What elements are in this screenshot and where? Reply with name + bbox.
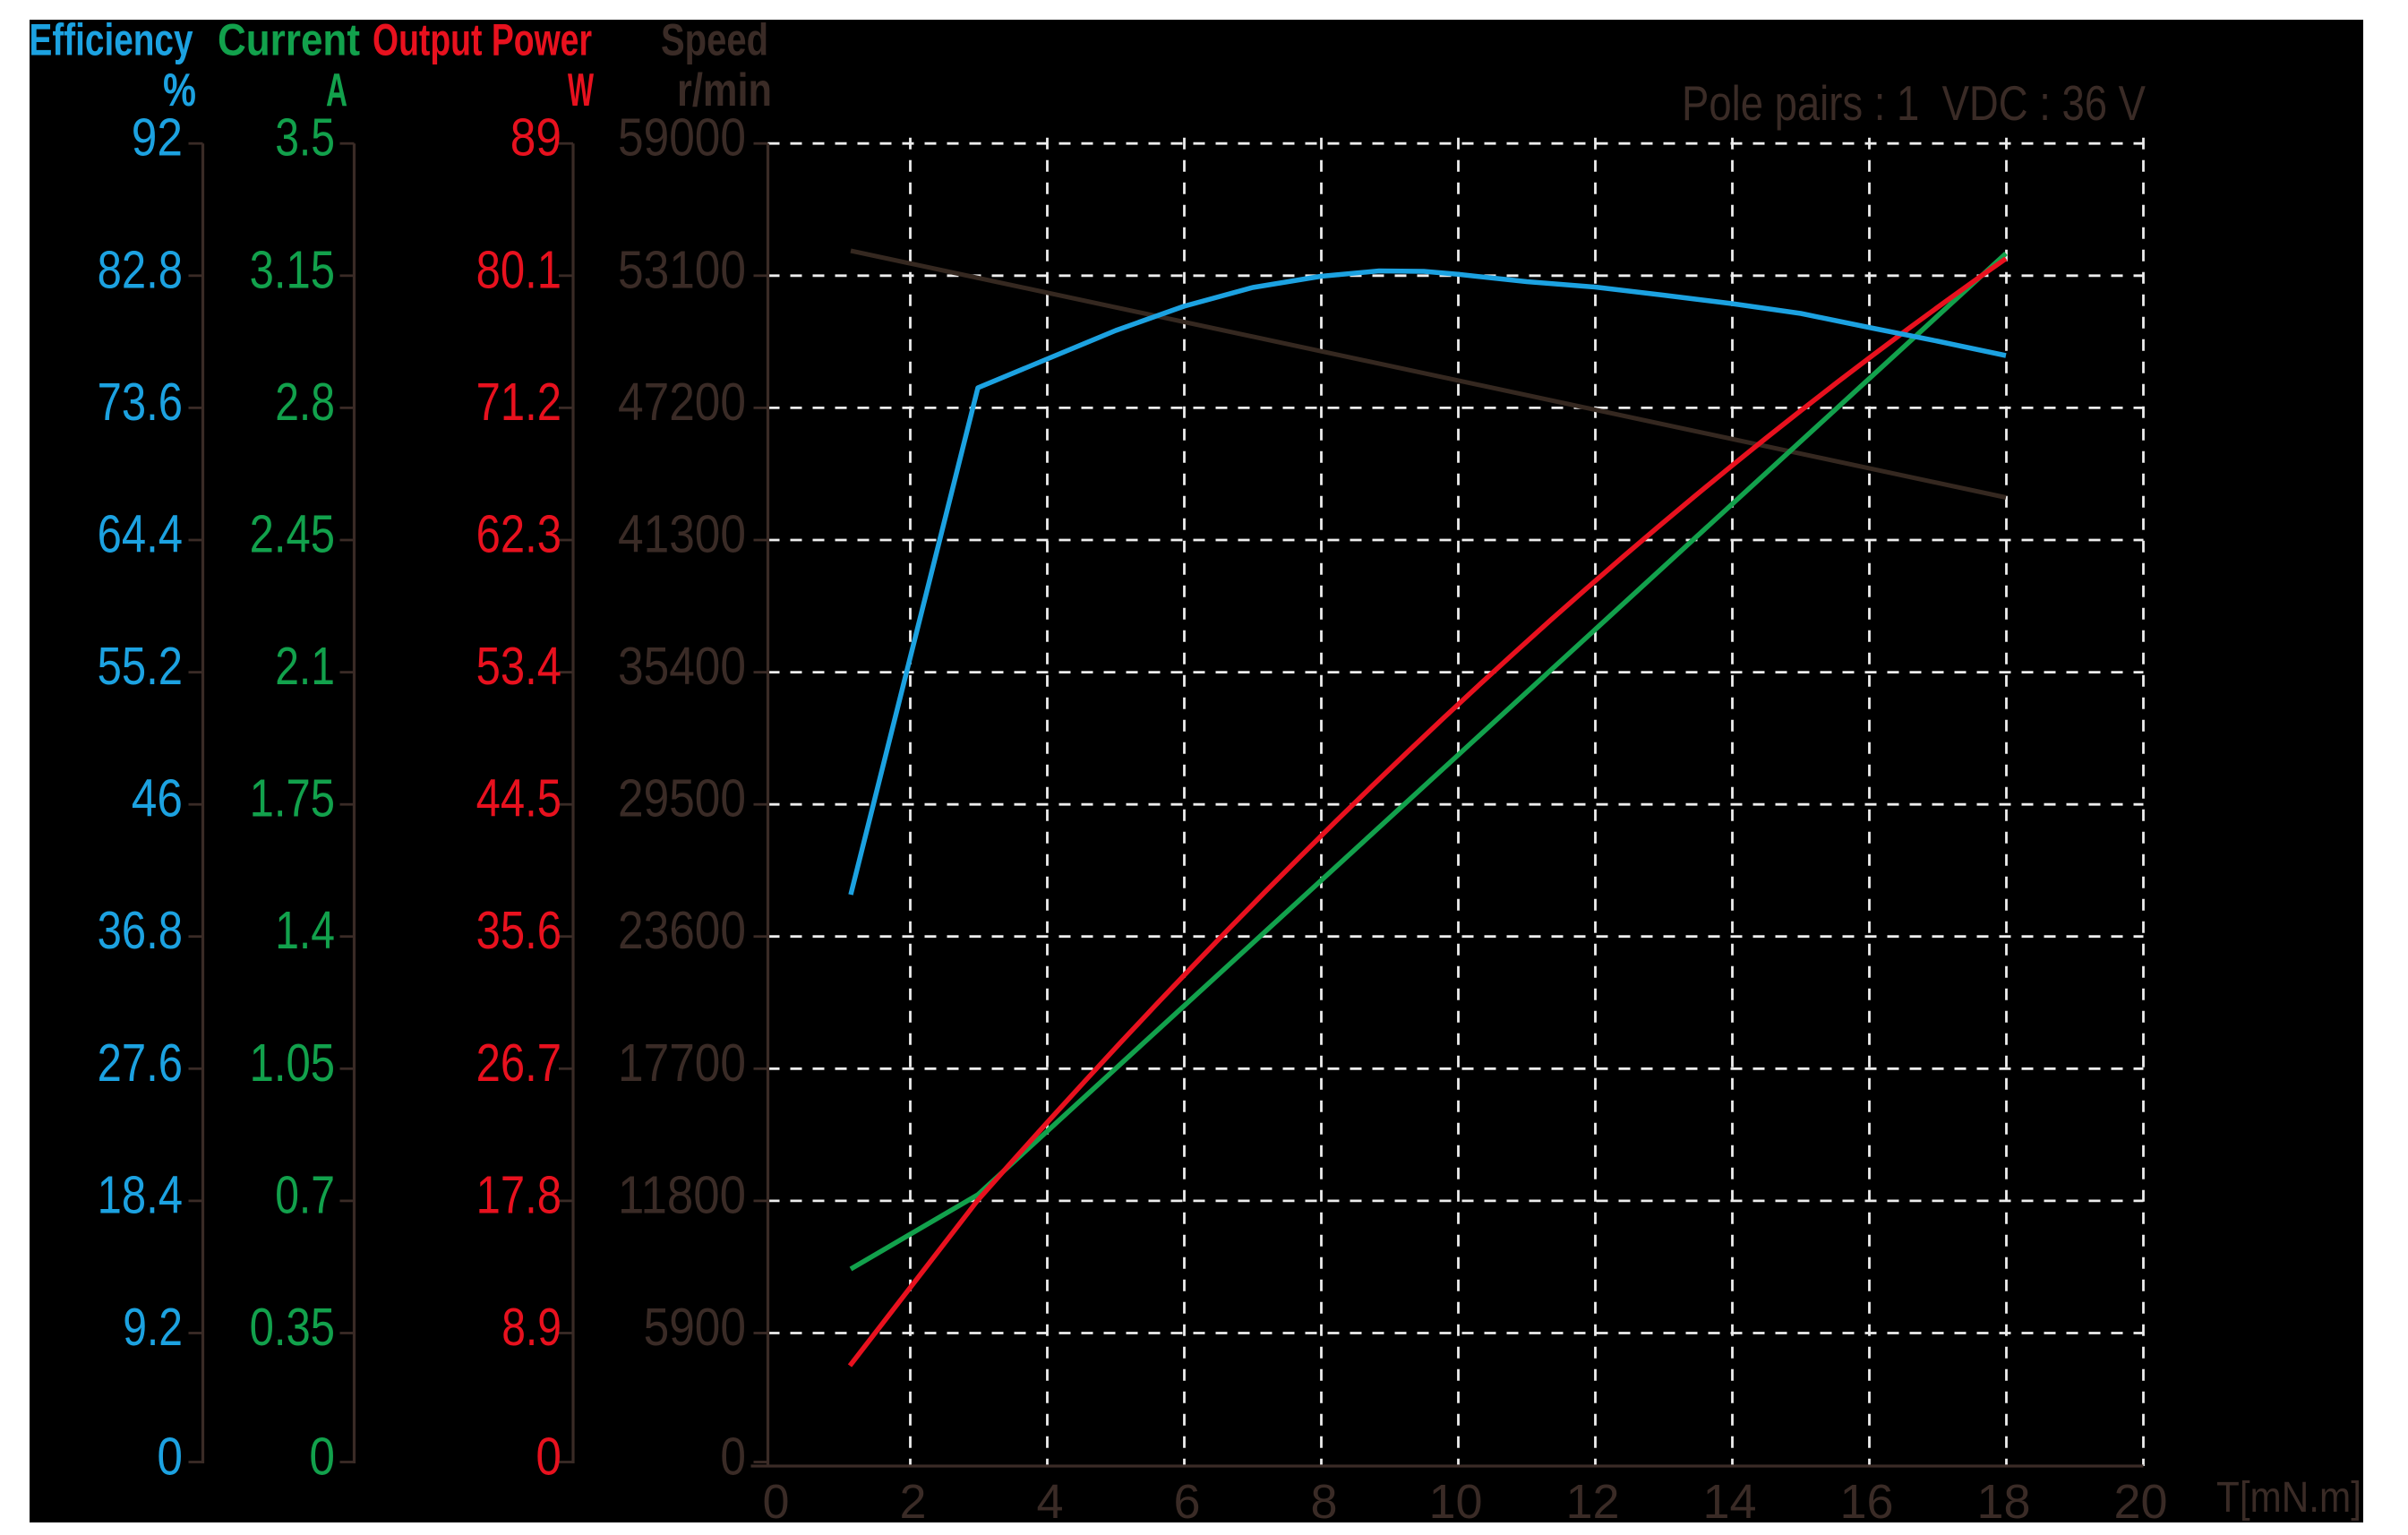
svg-text:%: % — [163, 64, 196, 116]
svg-text:17.8: 17.8 — [476, 1165, 561, 1224]
svg-text:3.15: 3.15 — [250, 240, 335, 299]
svg-text:11800: 11800 — [618, 1165, 746, 1224]
svg-text:Efficiency: Efficiency — [30, 15, 193, 65]
svg-text:27.6: 27.6 — [98, 1033, 183, 1093]
svg-text:10: 10 — [1428, 1475, 1482, 1529]
svg-text:16: 16 — [1839, 1475, 1893, 1529]
svg-text:71.2: 71.2 — [476, 373, 561, 432]
svg-text:8: 8 — [1310, 1475, 1337, 1529]
svg-text:0: 0 — [536, 1428, 561, 1487]
svg-text:92: 92 — [132, 108, 183, 167]
svg-text:20: 20 — [2113, 1475, 2167, 1529]
svg-text:36.8: 36.8 — [98, 901, 183, 960]
svg-text:9.2: 9.2 — [123, 1298, 183, 1357]
svg-text:46: 46 — [132, 769, 183, 828]
svg-text:0.7: 0.7 — [275, 1165, 335, 1224]
svg-text:0: 0 — [762, 1475, 789, 1529]
svg-text:3.5: 3.5 — [275, 108, 335, 167]
svg-text:2: 2 — [899, 1475, 926, 1529]
svg-text:Output Power: Output Power — [373, 15, 592, 65]
svg-text:1.05: 1.05 — [250, 1033, 335, 1093]
svg-text:T[mN.m]: T[mN.m] — [2216, 1474, 2361, 1522]
svg-text:A: A — [326, 64, 347, 116]
svg-text:8.9: 8.9 — [501, 1298, 561, 1357]
svg-text:0: 0 — [720, 1428, 746, 1487]
svg-text:55.2: 55.2 — [98, 637, 183, 696]
svg-text:Current: Current — [218, 15, 360, 65]
svg-text:2.1: 2.1 — [275, 637, 335, 696]
svg-text:41300: 41300 — [618, 505, 746, 564]
svg-text:47200: 47200 — [618, 373, 746, 432]
svg-text:4: 4 — [1036, 1475, 1063, 1529]
svg-text:Speed: Speed — [661, 15, 768, 65]
svg-text:14: 14 — [1702, 1475, 1756, 1529]
svg-text:0: 0 — [309, 1428, 335, 1487]
svg-text:17700: 17700 — [618, 1033, 746, 1093]
svg-text:0.35: 0.35 — [250, 1298, 335, 1357]
svg-text:12: 12 — [1565, 1475, 1619, 1529]
svg-text:2.45: 2.45 — [250, 505, 335, 564]
svg-text:53.4: 53.4 — [476, 637, 561, 696]
svg-text:2.8: 2.8 — [275, 373, 335, 432]
svg-text:Pole pairs : 1 VDC : 36 V: Pole pairs : 1 VDC : 36 V — [1682, 75, 2146, 131]
svg-text:0: 0 — [157, 1428, 183, 1487]
svg-text:6: 6 — [1173, 1475, 1200, 1529]
svg-text:44.5: 44.5 — [476, 769, 561, 828]
svg-text:35.6: 35.6 — [476, 901, 561, 960]
svg-text:62.3: 62.3 — [476, 505, 561, 564]
svg-text:64.4: 64.4 — [98, 505, 183, 564]
svg-text:82.8: 82.8 — [98, 240, 183, 299]
svg-text:18: 18 — [1976, 1475, 2030, 1529]
svg-text:23600: 23600 — [618, 901, 746, 960]
svg-text:80.1: 80.1 — [476, 240, 561, 299]
svg-text:29500: 29500 — [618, 769, 746, 828]
svg-text:1.75: 1.75 — [250, 769, 335, 828]
svg-text:89: 89 — [510, 108, 561, 167]
svg-text:r/min: r/min — [677, 64, 772, 116]
svg-text:W: W — [568, 64, 595, 116]
svg-text:1.4: 1.4 — [275, 901, 335, 960]
svg-text:59000: 59000 — [618, 108, 746, 167]
svg-text:73.6: 73.6 — [98, 373, 183, 432]
svg-text:5900: 5900 — [644, 1298, 746, 1357]
svg-text:18.4: 18.4 — [98, 1165, 183, 1224]
svg-text:35400: 35400 — [618, 637, 746, 696]
svg-text:53100: 53100 — [618, 240, 746, 299]
svg-text:26.7: 26.7 — [476, 1033, 561, 1093]
